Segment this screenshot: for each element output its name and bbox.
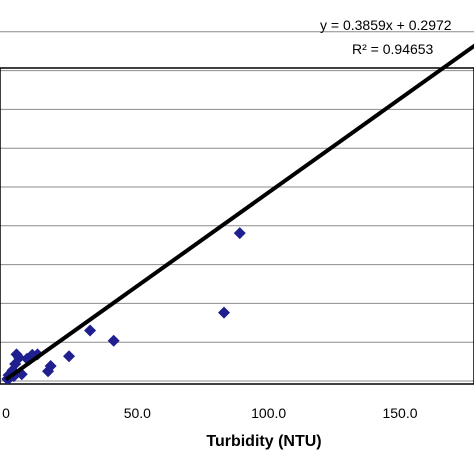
x-axis-label: Turbidity (NTU) — [206, 433, 321, 450]
r-squared-label: R² = 0.94653 — [352, 41, 434, 57]
data-points — [1, 227, 246, 386]
gridlines — [0, 31, 474, 382]
trendline — [4, 43, 474, 382]
x-tick-label: 50.0 — [124, 405, 151, 421]
data-point — [218, 306, 231, 319]
x-axis-ticks: 0 50.0 100.0 150.0 — [2, 405, 418, 421]
data-point — [13, 351, 26, 364]
x-tick-label: 100.0 — [251, 405, 286, 421]
plot-area-frame — [0, 67, 474, 385]
x-tick-label: 150.0 — [382, 405, 417, 421]
data-point — [107, 334, 120, 347]
trendline-equation: y = 0.3859x + 0.2972 — [320, 17, 452, 33]
data-point — [233, 227, 246, 240]
data-point — [84, 324, 97, 337]
data-point — [44, 359, 57, 372]
x-tick-label: 0 — [2, 405, 10, 421]
data-point — [63, 350, 76, 363]
data-point — [6, 364, 19, 377]
